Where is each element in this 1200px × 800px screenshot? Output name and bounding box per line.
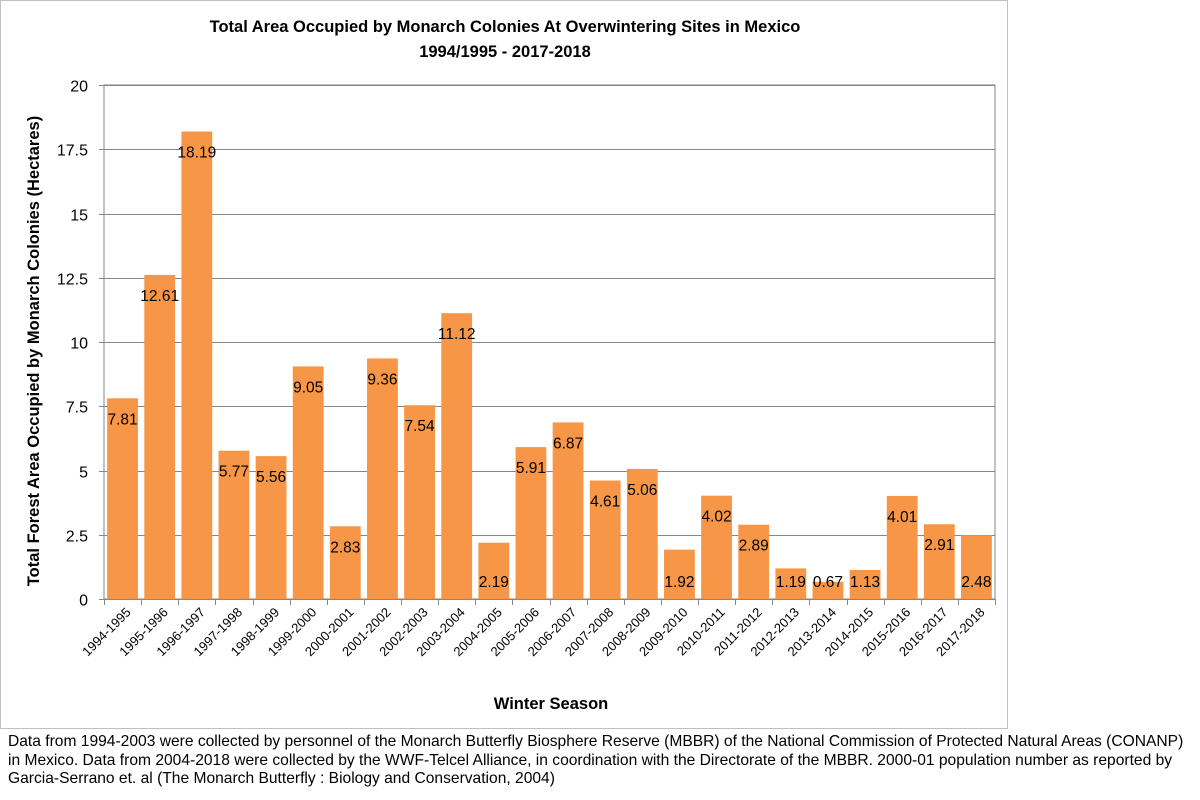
- data-label: 1.92: [664, 574, 694, 591]
- y-tick-label: 12.5: [57, 272, 88, 289]
- bar: [626, 468, 658, 599]
- y-tick-label: 7.5: [66, 400, 88, 417]
- bar: [218, 450, 250, 599]
- bar: [886, 495, 918, 599]
- x-axis: 1994-19951995-19961996-19971997-19981998…: [79, 599, 996, 659]
- bar: [144, 274, 176, 599]
- bar: [923, 524, 955, 599]
- data-label: 6.87: [553, 435, 583, 452]
- data-label: 7.54: [404, 418, 435, 435]
- data-label: 5.06: [627, 482, 657, 499]
- bar: [664, 549, 695, 599]
- data-label: 1.19: [776, 574, 806, 591]
- y-tick-label: 0: [79, 593, 88, 610]
- y-tick-label: 10: [70, 336, 88, 353]
- bars: [107, 131, 992, 599]
- bar: [515, 447, 547, 599]
- y-tick-label: 5: [79, 465, 88, 482]
- data-label: 2.83: [330, 539, 360, 556]
- y-tick-label: 15: [70, 208, 88, 225]
- data-label: 5.91: [516, 460, 546, 477]
- bar: [738, 524, 770, 599]
- data-label: 18.19: [177, 145, 216, 162]
- data-label: 12.61: [140, 288, 179, 305]
- footnote: Data from 1994-2003 were collected by pe…: [8, 733, 1184, 788]
- chart-subtitle: 1994/1995 - 2017-2018: [419, 43, 591, 61]
- bar: [812, 581, 844, 599]
- data-label: 9.05: [293, 379, 323, 396]
- data-label: 4.02: [701, 509, 731, 526]
- data-label: 2.19: [479, 574, 509, 591]
- bar: [107, 398, 138, 599]
- data-label: 9.36: [367, 371, 397, 388]
- bar: [404, 405, 435, 599]
- y-axis: 0 2.5 5 7.5 10 12.5 15 17.5 20: [57, 79, 104, 610]
- data-label: 2.48: [961, 574, 991, 591]
- data-label: 7.81: [107, 411, 137, 428]
- data-label: 5.77: [219, 464, 249, 481]
- bar: [478, 542, 510, 599]
- bar: [961, 535, 992, 599]
- bar: [181, 131, 213, 599]
- data-label: 5.56: [256, 469, 286, 486]
- bar: [552, 422, 584, 599]
- bar: [292, 366, 324, 599]
- data-label: 2.89: [739, 538, 769, 555]
- bar: [775, 568, 807, 599]
- chart-frame: Total Area Occupied by Monarch Colonies …: [0, 0, 1008, 729]
- data-label: 2.91: [924, 537, 954, 554]
- bar: [701, 495, 732, 599]
- bar: [255, 456, 287, 599]
- gridlines: [103, 84, 996, 600]
- bar: [589, 480, 621, 599]
- data-label: 0.67: [813, 574, 843, 591]
- y-tick-label: 2.5: [66, 529, 88, 546]
- y-tick-label: 17.5: [57, 143, 88, 160]
- data-labels: 7.81 12.61 18.19 5.77 5.56 9.05 2.83 9.36 7.54 11…: [107, 145, 991, 591]
- data-label: 4.61: [590, 494, 620, 511]
- y-axis-title: Total Forest Area Occupied by Monarch Co…: [25, 116, 43, 586]
- bar-chart: Total Area Occupied by Monarch Colonies …: [25, 18, 996, 713]
- y-tick-label: 20: [70, 79, 88, 96]
- chart-title: Total Area Occupied by Monarch Colonies …: [210, 18, 801, 36]
- data-label: 11.12: [438, 326, 476, 343]
- data-label: 4.01: [887, 509, 917, 526]
- x-axis-title: Winter Season: [494, 695, 608, 713]
- bar: [849, 569, 881, 599]
- data-label: 1.13: [850, 574, 880, 591]
- bar: [329, 526, 361, 599]
- bar: [441, 313, 473, 599]
- bar: [367, 358, 398, 599]
